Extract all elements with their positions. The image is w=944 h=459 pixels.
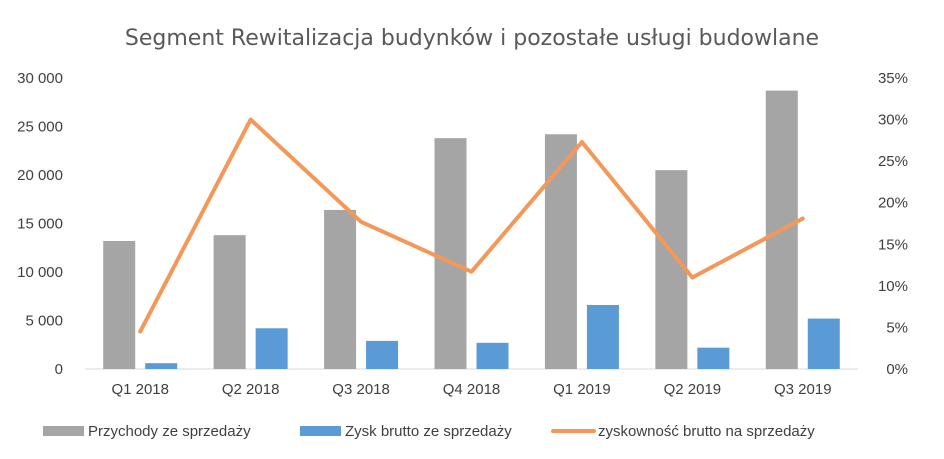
bars bbox=[103, 90, 840, 370]
bar-przychody bbox=[324, 209, 357, 369]
x-axis-tick-label: Q2 2019 bbox=[664, 381, 722, 398]
left-axis-tick-label: 30 000 bbox=[17, 70, 63, 87]
bar-przychody bbox=[103, 240, 136, 369]
x-axis-tick-label: Q3 2019 bbox=[774, 381, 832, 398]
legend: Przychody ze sprzedaży Zysk brutto ze spr… bbox=[43, 423, 815, 440]
bar-zysk-brutto bbox=[255, 328, 288, 369]
right-axis-tick-label: 5% bbox=[886, 319, 908, 336]
legend-label: Zysk brutto ze sprzedaży bbox=[345, 423, 512, 440]
bar-zysk-brutto bbox=[586, 304, 619, 369]
left-axis-tick-label: 25 000 bbox=[17, 119, 63, 136]
bar-zysk-brutto bbox=[366, 340, 399, 369]
left-axis-tick-label: 20 000 bbox=[17, 167, 63, 184]
legend-label: zyskowność brutto na sprzedaży bbox=[598, 423, 815, 440]
right-axis-tick-label: 20% bbox=[878, 195, 908, 212]
right-axis-tick-label: 35% bbox=[878, 70, 908, 87]
right-axis-tick-label: 0% bbox=[886, 361, 908, 378]
bar-zysk-brutto bbox=[697, 347, 730, 369]
right-axis-tick-label: 10% bbox=[878, 278, 908, 295]
left-axis-tick-label: 15 000 bbox=[17, 216, 63, 233]
legend-swatch bbox=[43, 426, 84, 436]
chart-title: Segment Rewitalizacja budynków i pozosta… bbox=[125, 26, 819, 51]
legend-swatch bbox=[300, 426, 341, 436]
bar-przychody bbox=[544, 134, 577, 369]
x-axis-tick-label: Q2 2018 bbox=[222, 381, 280, 398]
right-axis-tick-label: 30% bbox=[878, 112, 908, 129]
left-axis-tick-label: 0 bbox=[55, 361, 63, 378]
x-axis-tick-label: Q4 2018 bbox=[443, 381, 501, 398]
line-series bbox=[138, 117, 805, 334]
bar-przychody bbox=[213, 235, 246, 369]
bar-zysk-brutto bbox=[145, 363, 178, 369]
right-axis-tick-label: 25% bbox=[878, 153, 908, 170]
left-axis-ticks: 0 5 000 10 000 15 000 20 000 25 000 30 000 bbox=[17, 70, 63, 378]
left-axis-tick-label: 5 000 bbox=[25, 313, 63, 330]
right-axis-ticks: 0% 5% 10% 15% 20% 25% 30% 35% bbox=[878, 70, 908, 378]
right-axis-tick-label: 15% bbox=[878, 236, 908, 253]
bar-zysk-brutto bbox=[476, 342, 509, 369]
x-axis-tick-label: Q1 2018 bbox=[111, 381, 169, 398]
bar-zysk-brutto bbox=[807, 318, 840, 369]
left-axis-tick-label: 10 000 bbox=[17, 264, 63, 281]
bar-przychody bbox=[434, 138, 467, 369]
legend-label: Przychody ze sprzedaży bbox=[88, 423, 251, 440]
x-axis-tick-label: Q1 2019 bbox=[553, 381, 611, 398]
line-zyskownosc bbox=[138, 117, 805, 334]
x-axis-tick-label: Q3 2018 bbox=[332, 381, 390, 398]
x-axis-ticks: Q1 2018 Q2 2018 Q3 2018 Q4 2018 Q1 2019 Q2 20… bbox=[111, 381, 831, 398]
bar-przychody bbox=[655, 170, 688, 369]
